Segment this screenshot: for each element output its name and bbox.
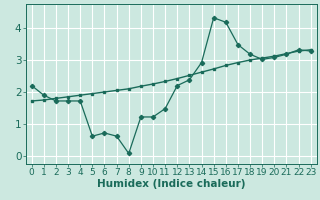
X-axis label: Humidex (Indice chaleur): Humidex (Indice chaleur) bbox=[97, 179, 245, 189]
